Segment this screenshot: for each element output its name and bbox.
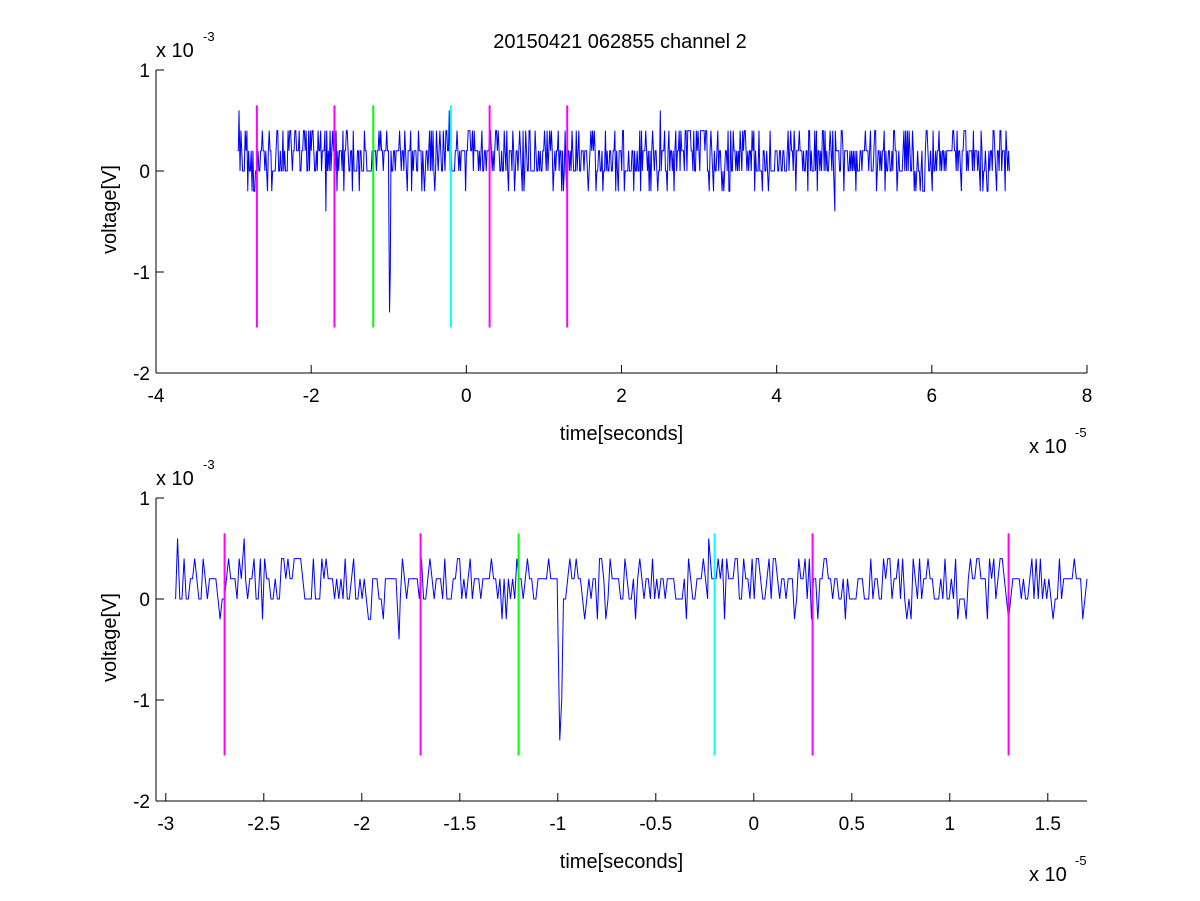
signal-trace — [175, 538, 1088, 741]
x-axis-label: time[seconds] — [560, 851, 683, 873]
y-exponent-power: -3 — [203, 457, 215, 472]
x-tick-label: 6 — [927, 386, 938, 407]
x-tick-label: 0 — [461, 386, 472, 407]
x-tick-label: -1 — [549, 814, 566, 835]
y-axis-label: voltage[V] — [99, 593, 121, 682]
x-tick-label: 4 — [771, 386, 782, 407]
y-axis-label: voltage[V] — [99, 165, 121, 254]
bottom-subplot: -3 -2.5 -2 -1.5 -1 -0.5 0 0.5 1 1.5 -2 -1 0 1 time[sec… — [99, 457, 1088, 886]
x-tick-label: -0.5 — [639, 814, 672, 835]
y-exponent-label: x 10 — [156, 468, 194, 490]
x-axis-label: time[seconds] — [560, 423, 683, 445]
x-tick-label: -2.5 — [247, 814, 280, 835]
x-tick-label: 1 — [945, 814, 956, 835]
x-tick-label: 0 — [749, 814, 760, 835]
figure-title: 20150421 062855 channel 2 — [493, 31, 747, 53]
x-tick-label: -2 — [353, 814, 370, 835]
y-exponent-power: -3 — [203, 29, 215, 44]
x-tick-label: -4 — [148, 386, 165, 407]
x-tick-label: -1.5 — [443, 814, 476, 835]
x-tick-label: -2 — [303, 386, 320, 407]
y-exponent-label: x 10 — [156, 40, 194, 62]
x-tick-label: -3 — [157, 814, 174, 835]
top-subplot: -4 -2 0 2 4 6 8-2-101time[seconds]voltage[V]x … — [99, 29, 1092, 458]
y-tick-label: 1 — [139, 61, 150, 82]
x-exponent-power: -5 — [1075, 853, 1087, 868]
x-tick-label: 1.5 — [1035, 814, 1061, 835]
x-tick-label: 0.5 — [839, 814, 865, 835]
x-tick-label: 2 — [616, 386, 627, 407]
x-exponent-label: x 10 — [1029, 864, 1067, 886]
y-tick-label: -1 — [133, 263, 150, 284]
signal-trace — [237, 110, 1010, 313]
y-tick-label: 0 — [139, 162, 150, 183]
y-tick-label: 0 — [139, 590, 150, 611]
y-tick-label: 1 — [139, 489, 150, 510]
x-exponent-label: x 10 — [1029, 436, 1067, 458]
x-tick-label: 8 — [1082, 386, 1093, 407]
y-tick-label: -2 — [133, 792, 150, 813]
x-exponent-power: -5 — [1075, 425, 1087, 440]
y-tick-label: -1 — [133, 691, 150, 712]
y-tick-label: -2 — [133, 364, 150, 385]
